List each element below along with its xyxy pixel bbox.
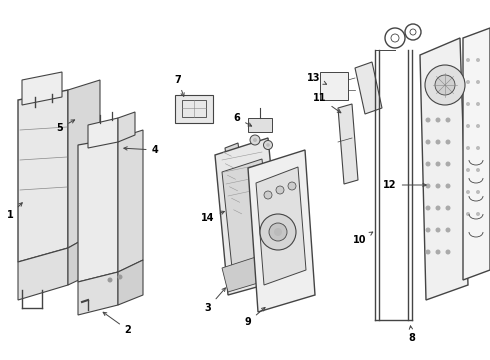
Text: 8: 8 [409,326,416,343]
Circle shape [425,65,465,105]
Polygon shape [68,230,100,285]
Circle shape [425,184,431,189]
Circle shape [274,228,282,236]
Polygon shape [225,143,248,225]
Polygon shape [320,72,348,100]
Polygon shape [118,112,135,142]
Circle shape [445,184,450,189]
Polygon shape [68,80,100,248]
Text: 11: 11 [313,93,341,113]
Circle shape [107,278,113,283]
Circle shape [476,168,480,172]
Text: 4: 4 [124,145,158,155]
Circle shape [466,58,470,62]
Circle shape [425,228,431,233]
Circle shape [476,80,480,84]
Polygon shape [18,90,68,262]
Text: 13: 13 [307,73,327,84]
Polygon shape [78,138,118,282]
Circle shape [476,212,480,216]
Circle shape [436,140,441,144]
Polygon shape [355,62,382,114]
Circle shape [264,140,272,149]
Text: 7: 7 [174,75,184,96]
Circle shape [466,102,470,106]
Circle shape [436,184,441,189]
Circle shape [276,186,284,194]
Polygon shape [420,38,468,300]
Polygon shape [222,159,272,268]
Circle shape [436,249,441,255]
Circle shape [466,168,470,172]
Circle shape [266,143,270,147]
Circle shape [264,191,272,199]
Circle shape [445,249,450,255]
Polygon shape [18,248,68,300]
Circle shape [253,138,257,142]
Circle shape [260,214,296,250]
Circle shape [425,117,431,122]
Circle shape [445,162,450,166]
Circle shape [445,140,450,144]
Polygon shape [338,104,358,184]
Polygon shape [222,255,268,292]
Polygon shape [248,118,272,132]
Circle shape [425,249,431,255]
Circle shape [436,162,441,166]
Polygon shape [248,150,315,312]
Polygon shape [215,138,282,295]
Polygon shape [118,130,143,272]
Circle shape [466,212,470,216]
Circle shape [250,135,260,145]
Circle shape [466,124,470,128]
Circle shape [476,146,480,150]
Circle shape [118,274,122,279]
Polygon shape [22,72,62,105]
Circle shape [476,190,480,194]
Text: 6: 6 [234,113,252,126]
Text: 3: 3 [205,288,225,313]
Circle shape [436,206,441,211]
Text: 10: 10 [353,232,373,245]
Text: 5: 5 [57,120,74,133]
Circle shape [425,162,431,166]
Circle shape [476,124,480,128]
Polygon shape [256,167,306,285]
Circle shape [436,228,441,233]
Circle shape [466,80,470,84]
Polygon shape [463,28,490,280]
Circle shape [436,117,441,122]
Circle shape [269,223,287,241]
Text: 1: 1 [7,203,22,220]
Polygon shape [78,272,118,315]
Circle shape [445,228,450,233]
Text: 9: 9 [245,307,265,327]
Polygon shape [88,118,118,148]
Circle shape [435,75,455,95]
Text: 14: 14 [201,211,224,223]
Circle shape [476,102,480,106]
Circle shape [476,58,480,62]
Circle shape [466,190,470,194]
Circle shape [288,182,296,190]
Circle shape [466,146,470,150]
Polygon shape [118,260,143,305]
Circle shape [425,140,431,144]
Text: 12: 12 [383,180,426,190]
Circle shape [445,206,450,211]
Polygon shape [175,95,213,123]
Text: 2: 2 [103,312,131,335]
Circle shape [445,117,450,122]
Circle shape [425,206,431,211]
